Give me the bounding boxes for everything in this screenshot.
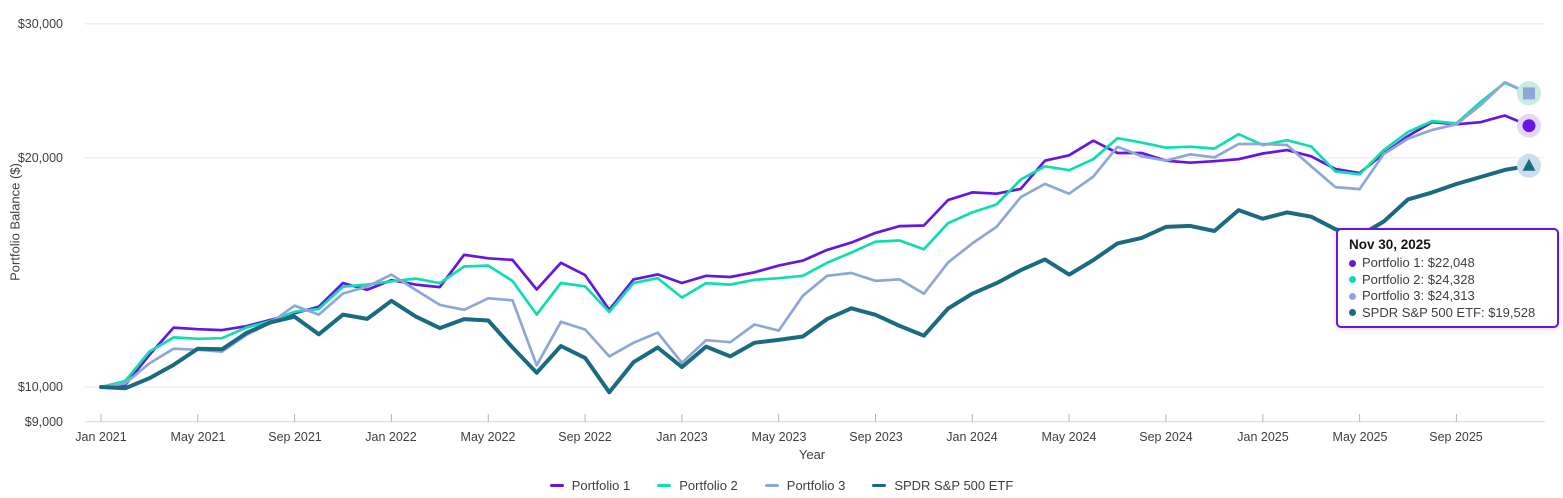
end-marker-portfolio-3[interactable] [1523, 87, 1535, 100]
tooltip-date-title: Nov 30, 2025 [1349, 237, 1431, 252]
series-line-portfolio-3[interactable] [99, 80, 1531, 389]
x-tick-label: Sep 2023 [849, 430, 903, 444]
x-tick-label: Jan 2021 [75, 430, 127, 444]
series-line-portfolio-1[interactable] [99, 114, 1531, 389]
x-tick-label: Jan 2022 [365, 430, 417, 444]
x-tick-label: Sep 2021 [268, 430, 322, 444]
legend-line-swatch-icon [657, 484, 672, 487]
legend-line-swatch-icon [764, 484, 779, 487]
tooltip-rows: Portfolio 1: $22,048 Portfolio 2: $24,328… [1349, 255, 1546, 321]
legend-label: SPDR S&P 500 ETF [894, 478, 1014, 493]
x-tick-label: May 2022 [460, 430, 516, 444]
legend-item-portfolio-2[interactable]: Portfolio 2 [657, 478, 738, 493]
x-tick-label: Jan 2023 [656, 430, 708, 444]
series-bullet-icon [1349, 259, 1356, 267]
x-tick-label: May 2024 [1041, 430, 1097, 444]
x-tick-label: May 2021 [170, 430, 226, 444]
tooltip-row-text: Portfolio 3: $24,313 [1362, 288, 1475, 303]
x-tick-label: May 2025 [1332, 430, 1388, 444]
legend-label: Portfolio 2 [679, 478, 738, 493]
legend-label: Portfolio 1 [571, 478, 631, 493]
plot-area[interactable] [85, 20, 1545, 422]
legend-item-portfolio-1[interactable]: Portfolio 1 [549, 478, 631, 493]
legend: Portfolio 1 Portfolio 2 Portfolio 3 SPDR S&… [0, 478, 1563, 493]
tooltip-row: Portfolio 1: $22,048 [1349, 255, 1546, 272]
x-tick-label: May 2023 [751, 430, 807, 444]
y-tick-label: $9,000 [24, 415, 63, 429]
end-marker-spdr-s-p-500-etf[interactable] [1522, 158, 1536, 171]
x-tick-label: Sep 2025 [1429, 430, 1483, 444]
y-axis-title: Portfolio Balance ($) [7, 163, 23, 281]
x-tick-label: Sep 2022 [558, 430, 612, 444]
chart-tooltip: Nov 30, 2025 Portfolio 1: $22,048 Portfol… [1336, 228, 1559, 328]
y-tick-label: $20,000 [17, 151, 63, 165]
legend-line-swatch-icon [549, 484, 564, 487]
legend-item-spdr-s-p-500-etf[interactable]: SPDR S&P 500 ETF [872, 478, 1013, 493]
x-tick-label: Sep 2024 [1139, 430, 1193, 444]
tooltip-row: Portfolio 3: $24,313 [1349, 288, 1546, 305]
legend-label: Portfolio 3 [786, 478, 846, 493]
tooltip-row-text: Portfolio 2: $24,328 [1362, 271, 1475, 287]
x-tick-label: Jan 2025 [1237, 430, 1289, 444]
series-bullet-icon [1349, 309, 1356, 317]
tooltip-row: SPDR S&P 500 ETF: $19,528 [1349, 305, 1546, 322]
series-line-portfolio-2[interactable] [99, 81, 1531, 389]
series-bullet-icon [1349, 292, 1356, 300]
x-axis-title: Year [798, 447, 826, 462]
series-line-spdr-s-p-500-etf[interactable] [99, 163, 1531, 395]
series-bullet-icon [1349, 276, 1356, 284]
tooltip-row-text: SPDR S&P 500 ETF: $19,528 [1362, 304, 1536, 320]
end-marker-portfolio-1[interactable] [1522, 119, 1536, 133]
tooltip-row-text: Portfolio 1: $22,048 [1362, 255, 1475, 270]
tooltip-row: Portfolio 2: $24,328 [1349, 272, 1546, 289]
legend-line-swatch-icon [872, 484, 887, 487]
legend-item-portfolio-3[interactable]: Portfolio 3 [764, 478, 846, 493]
y-tick-label: $10,000 [17, 380, 63, 394]
y-tick-label: $30,000 [17, 17, 63, 31]
x-tick-label: Jan 2024 [946, 430, 998, 444]
